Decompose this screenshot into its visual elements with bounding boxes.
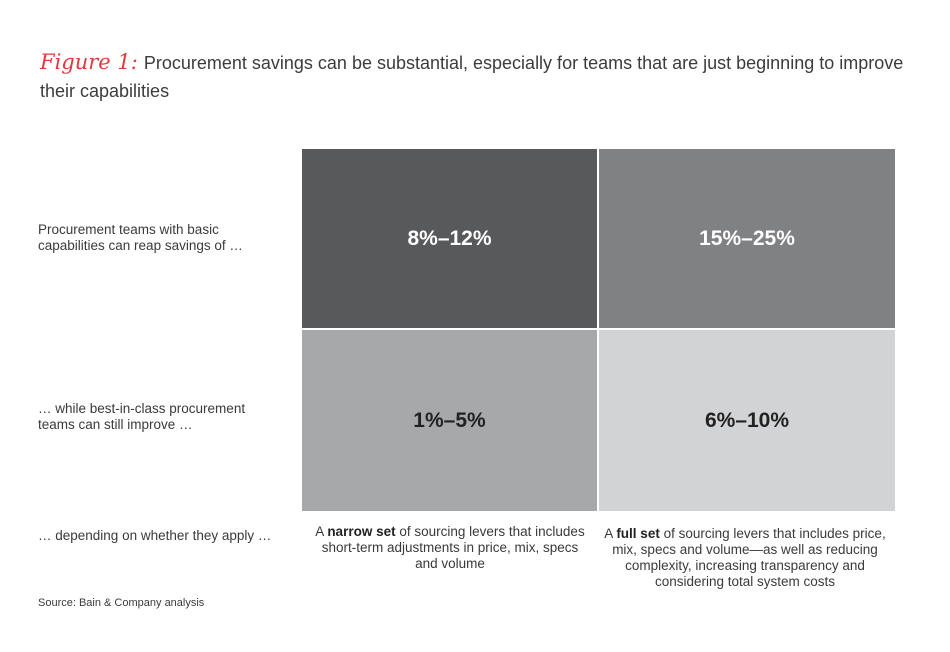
column-note-narrow: A narrow set of sourcing levers that inc… [315,524,585,572]
row-label-depending: … depending on whether they apply … [38,528,272,543]
column-note-narrow-bold: narrow set [327,524,396,539]
column-note-narrow-prefix: A [315,524,328,539]
column-note-narrow-text: of sourcing levers that includes short-t… [321,524,585,571]
matrix-cell-best-full: 6%–10% [599,330,895,511]
figure-title-text: Procurement savings can be substantial, … [40,53,904,101]
matrix-cell-best-narrow: 1%–5% [302,330,597,511]
column-note-full-text: of sourcing levers that includes price, … [612,526,886,589]
column-note-full: A full set of sourcing levers that inclu… [600,526,890,590]
figure-label: Figure 1: [40,50,138,74]
row-label-basic: Procurement teams with basic capabilitie… [38,222,243,253]
column-note-full-bold: full set [616,526,660,541]
matrix-cell-basic-full: 15%–25% [599,149,895,328]
figure-title: Figure 1: Procurement savings can be subs… [40,48,930,105]
source-note: Source: Bain & Company analysis [38,597,205,609]
matrix-cell-basic-narrow: 8%–12% [302,149,597,328]
column-note-full-prefix: A [604,526,617,541]
row-label-best-in-class: … while best-in-class procurement teams … [38,401,246,432]
